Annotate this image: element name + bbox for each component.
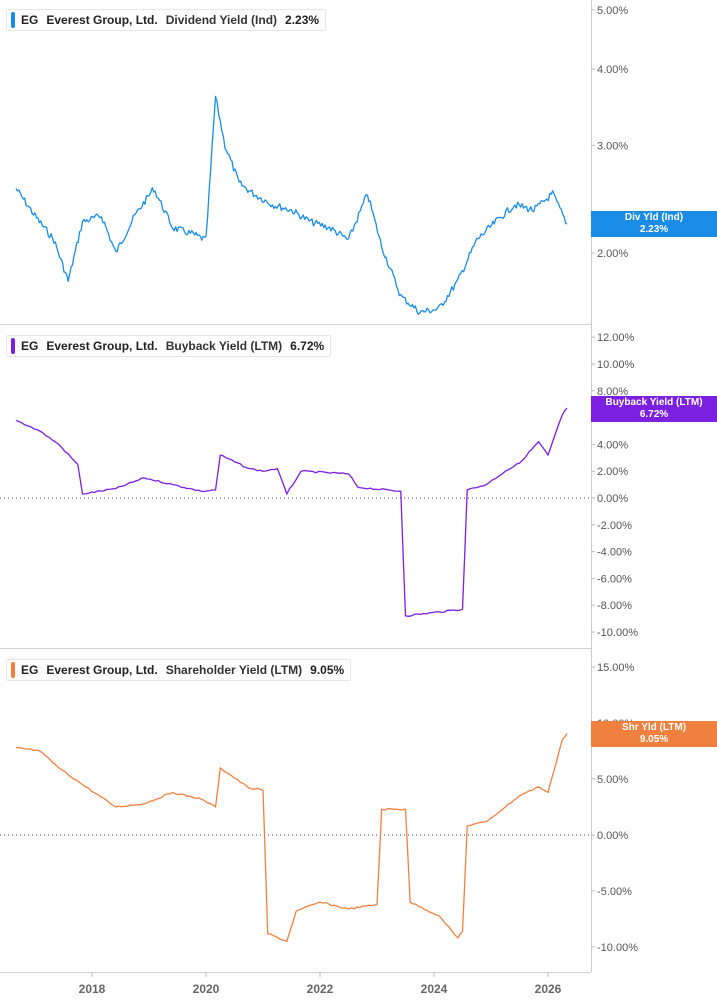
legend-swatch: [11, 662, 15, 678]
y-tick-label: 0.00%: [597, 493, 628, 505]
flag-value: 2.23%: [639, 224, 669, 235]
y-tick-label: -2.00%: [597, 520, 632, 532]
y-tick-label: 15.00%: [597, 662, 635, 674]
y-tick-label: -10.00%: [597, 942, 638, 954]
y-tick-label: 4.00%: [597, 64, 628, 76]
legend-ticker: EG: [21, 339, 39, 353]
flag-dividend-yield: Div Yld (Ind) 2.23%: [591, 211, 717, 237]
legend-value: 2.23%: [285, 13, 320, 27]
legend-ticker: EG: [21, 663, 39, 677]
legend-metric: Shareholder Yield (LTM): [165, 663, 303, 677]
flag-shareholder-yield: Shr Yld (LTM) 9.05%: [591, 721, 717, 747]
legend-swatch: [11, 338, 15, 354]
y-tick-label: 5.00%: [597, 774, 628, 786]
y-tick-label: 5.00%: [597, 5, 628, 17]
x-tick-label: 2026: [535, 982, 562, 996]
series-line-3: [15, 733, 568, 943]
y-tick-label: 0.00%: [597, 830, 628, 842]
panel-separators: [0, 324, 591, 973]
y-axes: 2.00% 3.00% 4.00% 5.00% -10.00% -8.00% -6.00% -…: [591, 0, 638, 972]
y-tick-label: -4.00%: [597, 547, 632, 559]
x-axis: 2018 2020 2022 2024 2026: [79, 972, 562, 996]
legend-metric: Buyback Yield (LTM): [165, 339, 283, 353]
legend-swatch: [11, 12, 15, 28]
legend-buyback-yield: EG Everest Group, Ltd. Buyback Yield (LT…: [6, 335, 332, 357]
flag-label: Div Yld (Ind): [624, 212, 684, 223]
legend-value: 9.05%: [310, 663, 345, 677]
y-tick-label: 4.00%: [597, 439, 628, 451]
legend-company: Everest Group, Ltd.: [46, 663, 158, 677]
legend-ticker: EG: [21, 13, 39, 27]
y-tick-label: -6.00%: [597, 573, 632, 585]
flag-value: 6.72%: [639, 409, 669, 420]
y-tick-label: 8.00%: [597, 386, 628, 398]
flag-value: 9.05%: [639, 734, 669, 745]
y-tick-label: 2.00%: [597, 466, 628, 478]
flag-buyback-yield: Buyback Yield (LTM) 6.72%: [591, 396, 717, 422]
flag-label: Buyback Yield (LTM): [605, 397, 703, 408]
legend-metric: Dividend Yield (Ind): [165, 13, 278, 27]
legend-company: Everest Group, Ltd.: [46, 339, 158, 353]
zero-lines: [0, 497, 591, 836]
x-tick-label: 2020: [193, 982, 220, 996]
y-tick-label: 2.00%: [597, 248, 628, 260]
y-tick-label: -5.00%: [597, 886, 632, 898]
y-tick-label: 3.00%: [597, 140, 628, 152]
x-tick-label: 2022: [307, 982, 334, 996]
x-tick-label: 2018: [79, 982, 106, 996]
y-tick-label: 12.00%: [597, 332, 635, 344]
legend-company: Everest Group, Ltd.: [46, 13, 158, 27]
series-line-2: [15, 407, 568, 617]
y-tick-label: -10.00%: [597, 627, 638, 639]
series-lines: [15, 95, 568, 943]
legend-dividend-yield: EG Everest Group, Ltd. Dividend Yield (I…: [6, 9, 327, 31]
legend-shareholder-yield: EG Everest Group, Ltd. Shareholder Yield…: [6, 659, 352, 681]
legend-value: 6.72%: [290, 339, 325, 353]
y-tick-label: 10.00%: [597, 359, 635, 371]
flag-label: Shr Yld (LTM): [621, 722, 687, 733]
y-tick-label: -8.00%: [597, 600, 632, 612]
x-tick-label: 2024: [421, 982, 448, 996]
series-line-1: [15, 95, 568, 315]
